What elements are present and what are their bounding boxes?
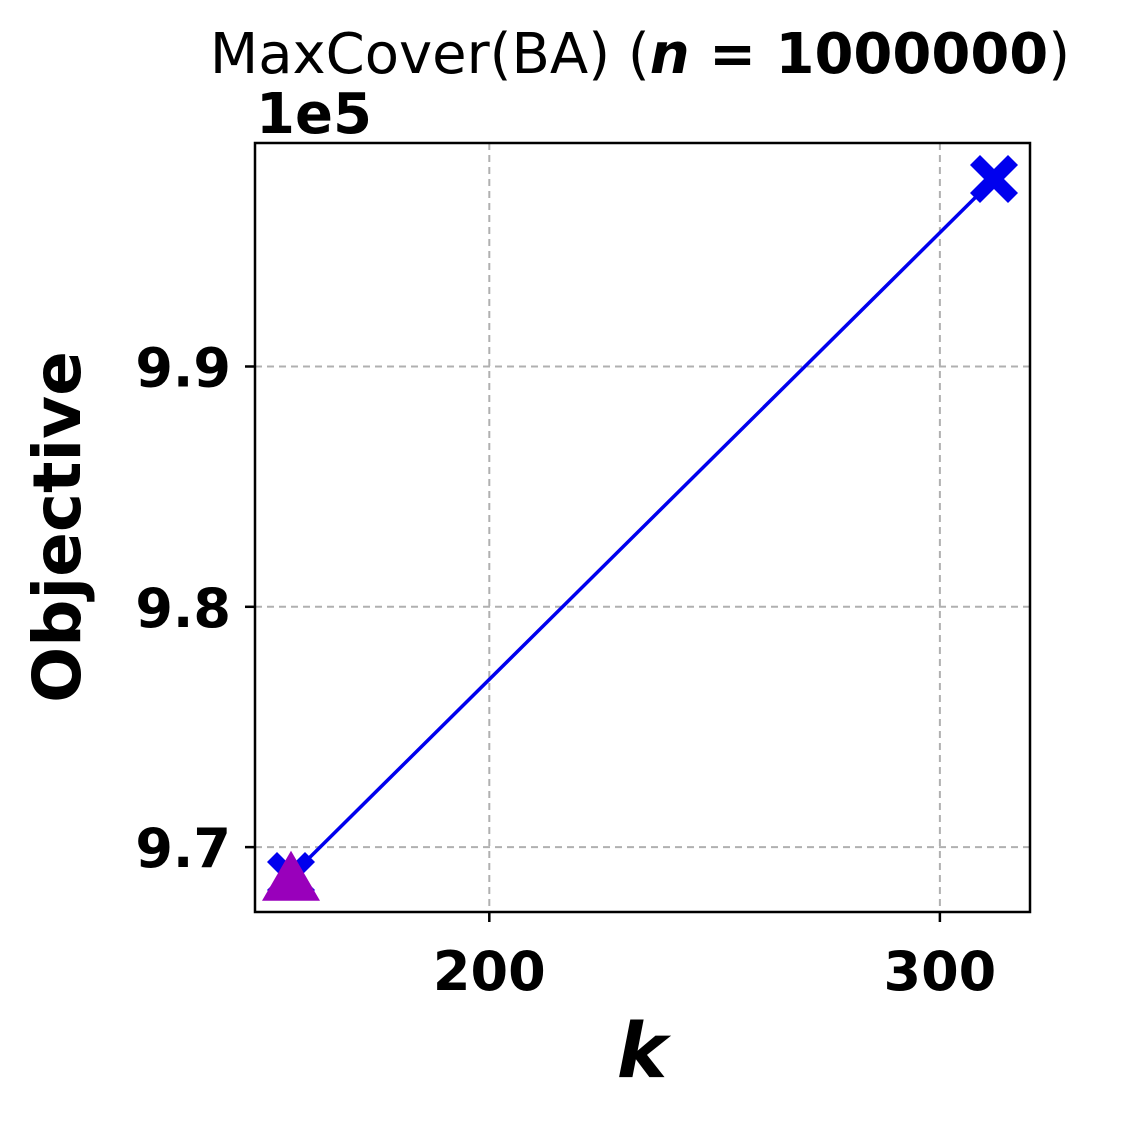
x-tick-label-1: 300 [884,940,997,1003]
y-tick-label-0: 9.7 [135,817,231,880]
series-0-line [289,177,996,878]
series-1-triangle-marker-0 [262,850,320,901]
y-offset-label: 1e5 [256,82,372,147]
chart-title-suffix: ) [1048,22,1070,87]
chart-title: MaxCover(BA) (n = 1000000) [210,22,1070,87]
grid [255,143,1030,912]
chart-title-value: 1000000 [776,22,1049,87]
chart-title-variable: n [650,22,690,87]
chart-title-prefix: MaxCover(BA) ( [210,22,650,87]
chart-title-equals: = [690,22,776,87]
y-tick-label-1: 9.8 [135,577,231,640]
x-tick-label-0: 200 [433,940,546,1003]
series-1 [262,850,320,901]
axes: 200 300 9.7 9.8 9.9 [135,141,1032,1003]
y-axis-label: Objective [19,351,96,703]
plot-frame [253,141,1032,914]
y-tick-label-2: 9.9 [135,336,231,399]
x-axis-label: k [617,1006,672,1095]
series-0-x-marker-1 [970,155,1018,203]
series-layer [262,155,1018,901]
